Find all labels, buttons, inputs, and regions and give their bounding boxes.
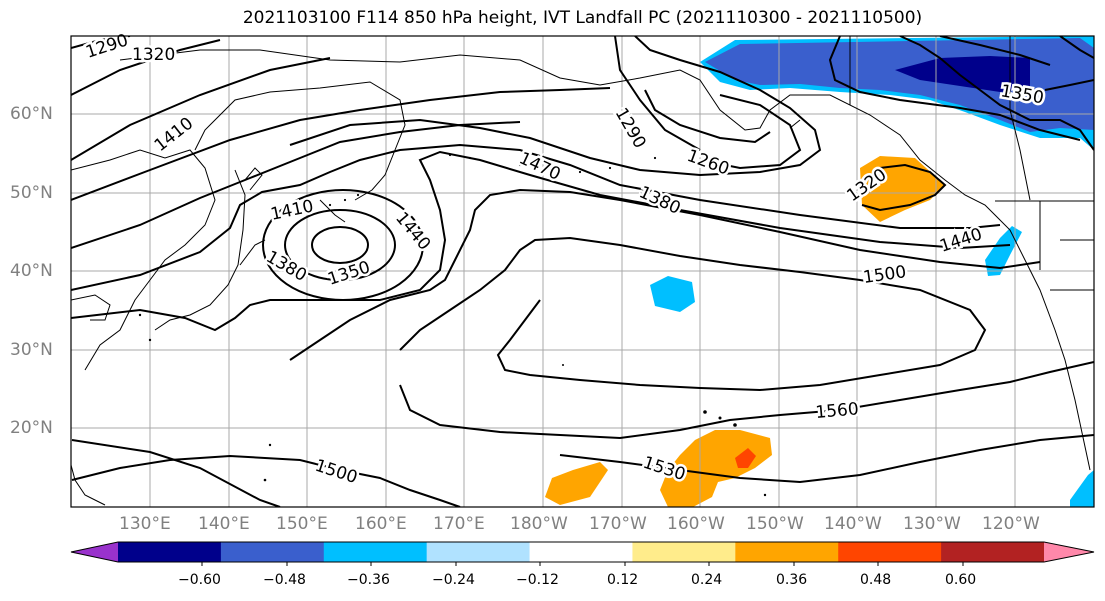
colorbar-extend-high bbox=[1044, 542, 1094, 562]
colorbar-segment bbox=[529, 542, 633, 562]
colorbar-segment bbox=[426, 542, 531, 562]
colorbar-label: −0.48 bbox=[263, 572, 306, 588]
lon-label: 120°W bbox=[982, 514, 1040, 534]
lon-label: 170°E bbox=[433, 514, 485, 534]
map-title: 2021103100 F114 850 hPa height, IVT Land… bbox=[242, 8, 923, 28]
colorbar-segment bbox=[323, 542, 428, 562]
colorbar-segment bbox=[220, 542, 325, 562]
lon-label: 140°W bbox=[824, 514, 882, 534]
colorbar-segment bbox=[838, 542, 942, 562]
lon-label: 150°E bbox=[276, 514, 328, 534]
height-contours bbox=[71, 36, 1094, 507]
colorbar-label: 0.60 bbox=[945, 572, 977, 588]
lon-label: 180°W bbox=[510, 514, 568, 534]
colorbar-label: 0.24 bbox=[691, 572, 723, 588]
map-panel: 1290 1320 1410 1290 1260 1470 1380 1320 … bbox=[70, 30, 1095, 508]
lon-label: 150°W bbox=[746, 514, 804, 534]
lat-label: 40°N bbox=[10, 261, 53, 281]
contour-label: 1320 bbox=[132, 45, 175, 65]
colorbar-label: −0.60 bbox=[178, 572, 221, 588]
contour-label: 1560 bbox=[815, 399, 860, 423]
colorbar-label: 0.12 bbox=[607, 572, 639, 588]
lat-label: 20°N bbox=[10, 418, 53, 438]
colorbar-segment bbox=[941, 542, 1045, 562]
graticule bbox=[71, 36, 1094, 507]
colorbar-segment bbox=[118, 542, 222, 562]
lon-label: 160°E bbox=[355, 514, 407, 534]
lat-label: 30°N bbox=[10, 340, 53, 360]
colorbar-extend-low bbox=[71, 542, 118, 562]
ivt-shading bbox=[545, 36, 1094, 507]
colorbar-label: 0.36 bbox=[776, 572, 808, 588]
colorbar-label: 0.48 bbox=[860, 572, 892, 588]
colorbar-label: −0.36 bbox=[347, 572, 390, 588]
lon-label: 140°E bbox=[198, 514, 250, 534]
lon-label: 130°W bbox=[903, 514, 961, 534]
lat-label: 60°N bbox=[10, 104, 53, 124]
colorbar-label: −0.12 bbox=[516, 572, 559, 588]
colorbar-segment bbox=[735, 542, 839, 562]
lon-label: 130°E bbox=[119, 514, 171, 534]
lon-label: 160°W bbox=[667, 514, 725, 534]
lat-label: 50°N bbox=[10, 183, 53, 203]
colorbar-segment bbox=[632, 542, 736, 562]
colorbar-ticks bbox=[201, 562, 964, 566]
lon-label: 170°W bbox=[589, 514, 647, 534]
colorbar-label: −0.24 bbox=[432, 572, 475, 588]
islands bbox=[138, 153, 767, 497]
